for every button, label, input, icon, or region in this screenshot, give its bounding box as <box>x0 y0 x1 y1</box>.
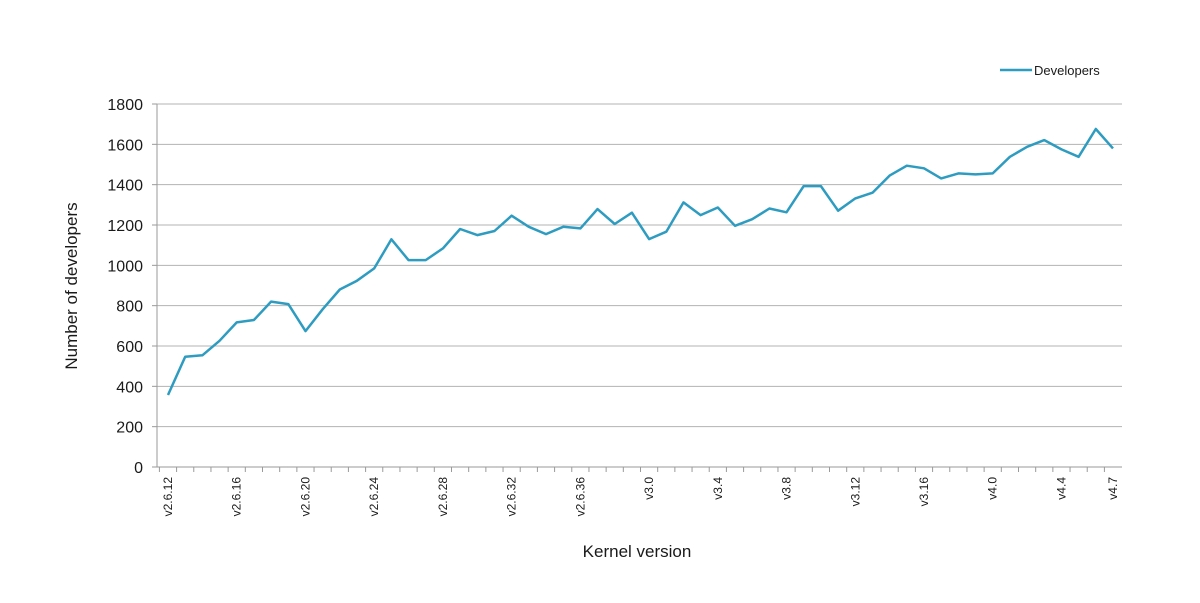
y-axis: 0 200 400 600 800 1000 1200 1400 1600 1800 <box>107 97 158 477</box>
legend-label-developers: Developers <box>1034 63 1100 78</box>
y-tick-label: 800 <box>116 299 143 316</box>
y-tick-label: 1800 <box>107 97 143 114</box>
x-tick-label: v2.6.28 <box>436 477 450 517</box>
x-tick-label: v3.12 <box>848 477 862 507</box>
gridlines <box>157 103 1122 428</box>
x-tick-label: v4.0 <box>986 477 1000 500</box>
developers-series-line <box>166 127 1114 396</box>
legend: Developers <box>1000 63 1100 78</box>
y-tick-label: 1400 <box>107 178 143 195</box>
x-tick-label: v3.0 <box>642 477 656 500</box>
x-tick-label: v2.6.12 <box>161 477 175 517</box>
y-tick-label: 1600 <box>107 137 143 154</box>
x-tick-label: v2.6.24 <box>367 477 381 517</box>
x-tick-label: v2.6.36 <box>573 477 587 517</box>
y-tick-label: 1000 <box>107 258 143 275</box>
x-tick-label: v3.16 <box>917 477 931 507</box>
y-axis-title: Number of developers <box>62 202 81 369</box>
x-tick-label: v2.6.16 <box>230 477 244 517</box>
y-tick-label: 600 <box>116 339 143 356</box>
x-tick-label: v3.8 <box>780 477 794 500</box>
x-tick-label: v3.4 <box>711 477 725 500</box>
x-tick-label: v4.4 <box>1054 477 1068 500</box>
y-tick-label: 1200 <box>107 218 143 235</box>
y-tick-label: 0 <box>134 460 143 477</box>
y-tick-label: 400 <box>116 379 143 396</box>
x-tick-label: v2.6.20 <box>298 477 312 517</box>
x-tick-label: v4.7 <box>1106 477 1120 500</box>
x-tick-label: v2.6.32 <box>505 477 519 517</box>
x-axis: v2.6.12 v2.6.16 v2.6.20 v2.6.24 v2.6.28 v2.6.… <box>157 466 1122 517</box>
y-tick-label: 200 <box>116 420 143 437</box>
x-axis-title: Kernel version <box>583 542 692 561</box>
